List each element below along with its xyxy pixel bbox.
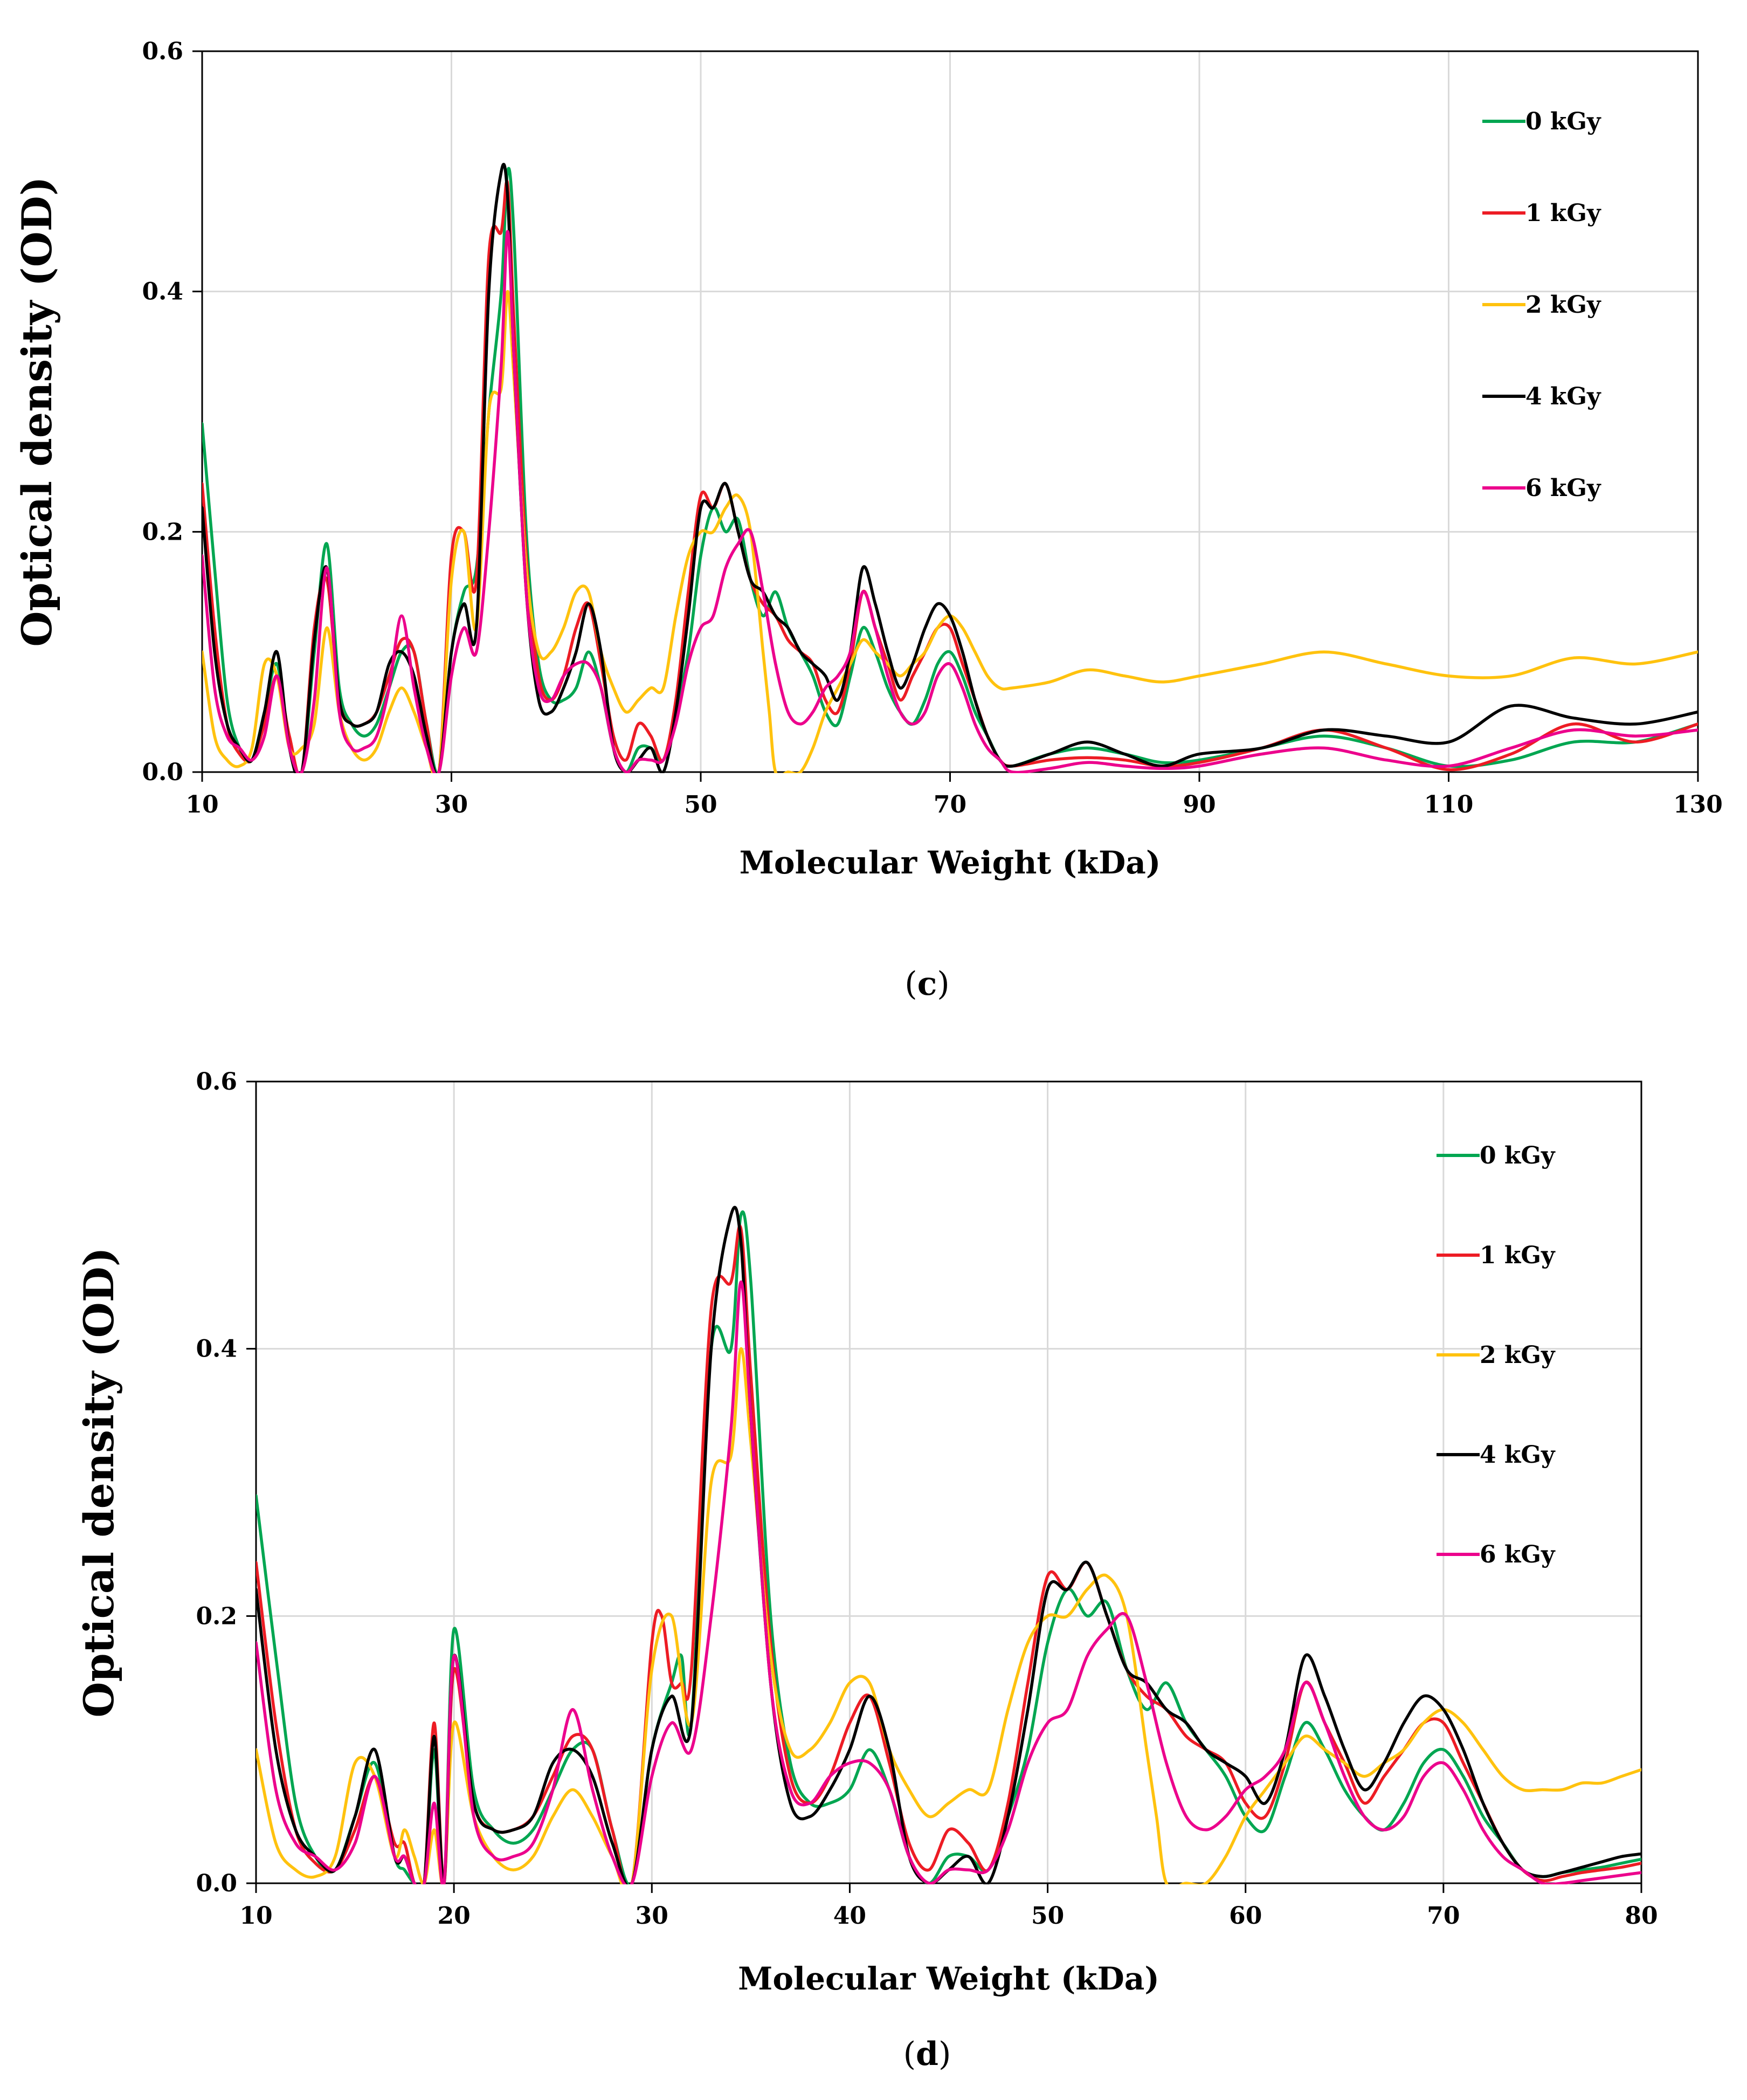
x-tick-label: 50 [1031,1902,1064,1930]
y-tick-label: 0.6 [196,1068,237,1096]
panel-label-c: (c) [819,965,1035,1003]
series-line-4-kgy [256,1206,1641,1884]
legend: 0 kGy 1 kGy 2 kGy 4 kGy 6 kGy [1482,108,1601,502]
x-tick-label: 30 [435,791,468,818]
legend-label: 2 kGy [1525,291,1601,319]
panel-label-open-paren: ( [904,965,917,1003]
x-tick-label: 30 [636,1902,668,1930]
legend-label: 0 kGy [1525,108,1601,135]
y-axis-title: Optical density (OD) [13,176,61,646]
y-tick-label: 0.2 [142,518,183,546]
x-tick-label: 10 [185,791,218,818]
x-tick-label: 110 [1424,791,1474,818]
y-tick-label: 0.0 [196,1870,237,1897]
y-tick-label: 0.0 [142,759,183,786]
y-axis-title: Optical density (OD) [75,1247,123,1717]
legend-label: 1 kGy [1525,199,1601,227]
x-tick-label: 10 [239,1902,272,1930]
y-tick-label: 0.4 [196,1335,237,1363]
series-line-6-kgy [202,230,1698,773]
legend-label: 4 kGy [1525,383,1601,410]
x-tick-label: 50 [684,791,717,818]
legend-label: 6 kGy [1525,474,1601,502]
legend: 0 kGy 1 kGy 2 kGy 4 kGy 6 kGy [1437,1142,1556,1568]
x-tick-label: 60 [1229,1902,1262,1930]
legend-label: 0 kGy [1480,1142,1556,1169]
legend-label: 2 kGy [1480,1341,1556,1369]
legend-label: 4 kGy [1480,1441,1556,1469]
panel-label-open-paren: ( [903,2035,916,2073]
legend-label: 6 kGy [1480,1541,1556,1568]
x-tick-label: 70 [1427,1902,1460,1930]
x-tick-label: 130 [1673,791,1723,818]
x-tick-label: 40 [833,1902,866,1930]
series-line-2-kgy [202,290,1698,773]
x-tick-label: 20 [438,1902,471,1930]
legend-label: 1 kGy [1480,1242,1556,1269]
panel-label-letter: d [916,2035,938,2073]
panel-label-d: (d) [819,2035,1035,2073]
x-axis-title: Molecular Weight (kDa) [740,844,1161,881]
series-line-6-kgy [256,1280,1641,1884]
chart-panel-c: 0.0 0.2 0.4 0.6 10 30 50 70 90 110 130 Molecular We… [13,38,1723,881]
plot-frame [255,1080,1642,1884]
panel-label-letter: c [917,965,937,1003]
y-tick-label: 0.4 [142,278,183,306]
series-lines [202,163,1698,773]
x-axis-title: Molecular Weight (kDa) [738,1960,1159,1997]
panel-label-close-paren: ) [938,2035,951,2073]
x-tick-label: 70 [934,791,966,818]
chart-panel-d: 0.0 0.2 0.4 0.6 10 20 30 40 50 60 70 80 Molecular We… [75,1068,1658,1997]
y-tick-label: 0.6 [142,38,183,65]
x-tick-label: 90 [1183,791,1216,818]
x-tick-label: 80 [1625,1902,1658,1930]
series-lines [256,1206,1641,1884]
y-tick-label: 0.2 [196,1602,237,1630]
panel-label-close-paren: ) [937,965,950,1003]
